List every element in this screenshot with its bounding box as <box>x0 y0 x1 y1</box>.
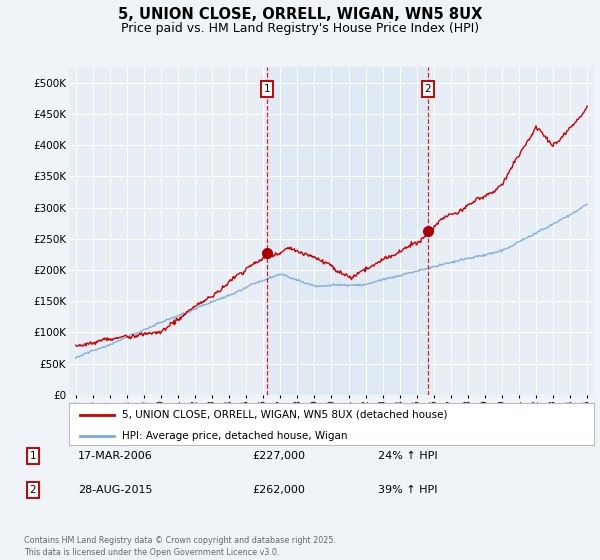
Text: 5, UNION CLOSE, ORRELL, WIGAN, WN5 8UX: 5, UNION CLOSE, ORRELL, WIGAN, WN5 8UX <box>118 7 482 22</box>
Text: Contains HM Land Registry data © Crown copyright and database right 2025.
This d: Contains HM Land Registry data © Crown c… <box>24 536 336 557</box>
Text: 39% ↑ HPI: 39% ↑ HPI <box>378 485 437 495</box>
Text: 2: 2 <box>29 485 37 495</box>
Text: 2: 2 <box>424 84 431 94</box>
Text: 17-MAR-2006: 17-MAR-2006 <box>78 451 153 461</box>
Text: £262,000: £262,000 <box>252 485 305 495</box>
Text: Price paid vs. HM Land Registry's House Price Index (HPI): Price paid vs. HM Land Registry's House … <box>121 22 479 35</box>
Text: 5, UNION CLOSE, ORRELL, WIGAN, WN5 8UX (detached house): 5, UNION CLOSE, ORRELL, WIGAN, WN5 8UX (… <box>121 410 447 420</box>
Text: 24% ↑ HPI: 24% ↑ HPI <box>378 451 437 461</box>
Bar <box>267 67 428 395</box>
Text: 1: 1 <box>29 451 37 461</box>
Text: HPI: Average price, detached house, Wigan: HPI: Average price, detached house, Wiga… <box>121 431 347 441</box>
Text: £227,000: £227,000 <box>252 451 305 461</box>
Text: 1: 1 <box>263 84 270 94</box>
Text: 28-AUG-2015: 28-AUG-2015 <box>78 485 152 495</box>
